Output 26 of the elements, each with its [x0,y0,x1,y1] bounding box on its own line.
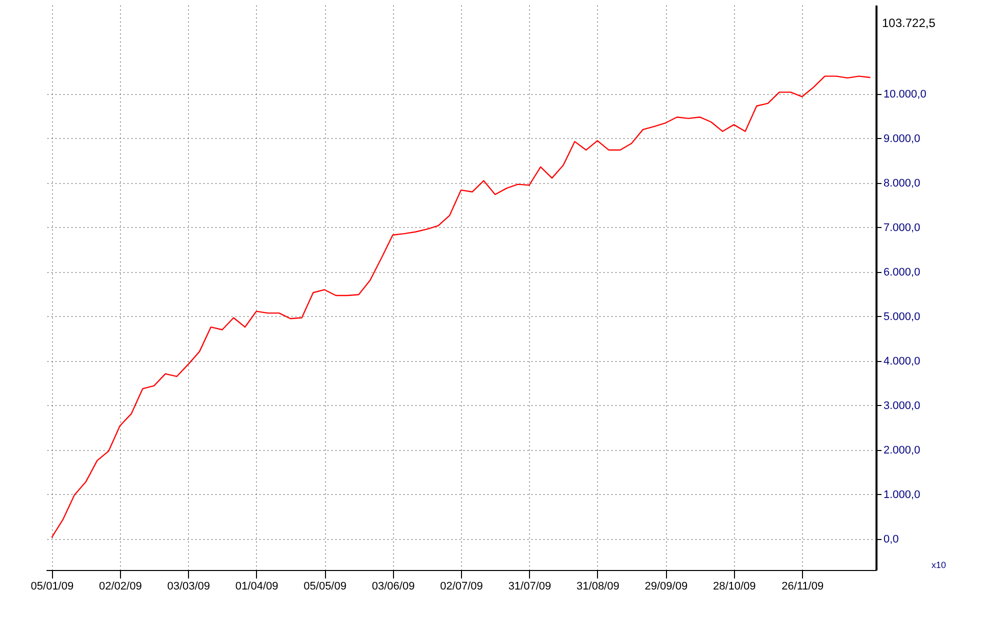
y-tick-label: 9.000,0 [884,132,920,145]
y-tick-label: 6.000,0 [884,266,920,278]
x-tick-label: 28/10/09 [712,580,756,592]
text: 103.722,5 [882,16,936,30]
x-tick-label: 05/01/09 [30,580,74,592]
x-tick-label: 05/05/09 [304,580,346,592]
y-tick-label: 3.000,0 [884,400,920,412]
y-tick-label: 4.000,0 [884,355,920,368]
y-tick-label: 0,0 [884,533,899,546]
x-tick-label: 31/08/09 [576,580,620,592]
y-tick-label: 10.000,0 [884,88,926,100]
y-tick-label: 5.000,0 [884,310,920,323]
x-tick-label: 03/03/09 [167,580,210,592]
x-tick-label: 02/02/09 [98,580,142,592]
x-tick-label: 26/11/09 [782,580,824,592]
x-tick-label: 01/04/09 [235,580,278,592]
y-tick-label: 8.000,0 [884,177,920,190]
x-tick-label: 29/09/09 [644,580,688,592]
text: x10 [931,560,946,570]
x-tick-label: 02/07/09 [440,580,483,592]
line-series [51,76,871,538]
y-tick-label: 7.000,0 [884,222,920,234]
x-tick-label: 03/06/09 [372,580,415,592]
y-tick-label: 2.000,0 [884,444,920,456]
y-tick-label: 1.000,0 [884,488,920,501]
x-tick-label: 31/07/09 [508,580,552,592]
